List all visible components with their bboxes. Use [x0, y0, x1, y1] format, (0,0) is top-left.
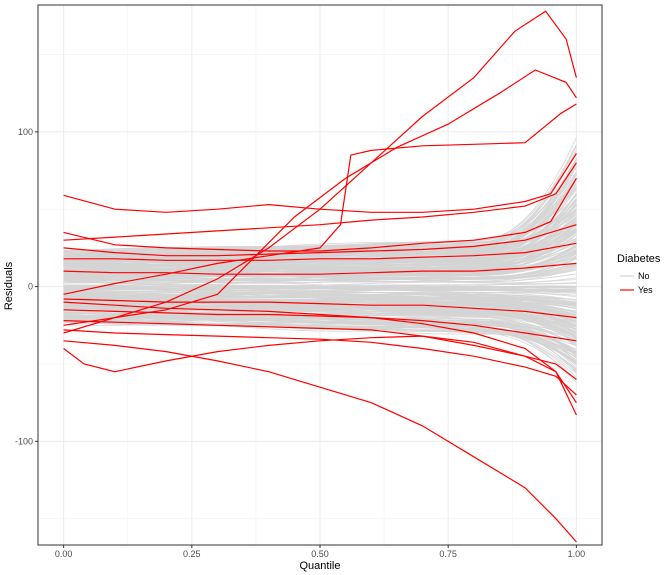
legend-label-no: No [638, 271, 650, 281]
series-no-line [63, 239, 577, 272]
series-no-line [63, 293, 577, 303]
series-no-line [63, 223, 577, 268]
series-yes-line [63, 340, 577, 543]
x-tick-label: 0.75 [439, 549, 457, 559]
y-tick-label: 100 [18, 127, 33, 137]
series-no-line [63, 302, 577, 322]
series-no-line [63, 296, 577, 318]
series-no-line [63, 285, 577, 293]
x-tick-label: 1.00 [568, 549, 586, 559]
series-yes-line [63, 298, 577, 319]
series-no-line [63, 288, 577, 298]
series-no-line [63, 316, 577, 353]
series-no-line [63, 286, 577, 289]
x-tick-label: 0.00 [55, 549, 73, 559]
series-yes-line [63, 320, 577, 380]
series-yes-line [63, 262, 577, 275]
series-no-line [63, 282, 577, 286]
series-no-line [63, 205, 577, 264]
legend-label-yes: Yes [638, 285, 653, 295]
x-tick-label: 0.50 [311, 549, 329, 559]
series-no-line [63, 306, 577, 340]
x-axis-ticks: 0.00 0.25 0.50 0.75 1.00 [55, 545, 585, 559]
series-yes-line [63, 301, 577, 416]
series-yes-group [63, 10, 577, 543]
series-no-line [63, 308, 577, 337]
y-axis-title: Residuals [3, 261, 15, 310]
series-no-line [63, 258, 577, 282]
series-yes-line [63, 242, 577, 261]
series-no-line [63, 296, 577, 315]
series-yes-line [63, 329, 577, 396]
x-tick-label: 0.25 [183, 549, 201, 559]
series-yes-line [63, 69, 577, 326]
series-no-line [63, 316, 577, 378]
series-yes-line [63, 309, 577, 342]
series-yes-line [63, 162, 577, 241]
legend: Diabetes No Yes [617, 253, 661, 295]
series-yes-line [63, 177, 577, 252]
series-no-line [63, 266, 577, 284]
series-yes-line [63, 224, 577, 257]
series-no-line [63, 180, 577, 260]
series-no-line [63, 315, 577, 361]
series-yes-line [63, 153, 577, 213]
series-yes-line [63, 335, 577, 404]
y-tick-label: -100 [15, 436, 33, 446]
series-no-line [63, 313, 577, 353]
series-no-line [63, 228, 577, 265]
x-axis-title: Quantile [300, 560, 341, 572]
series-no-line [63, 210, 577, 261]
series-no-line [63, 246, 577, 277]
series-no-line [63, 311, 577, 365]
series-no-line [63, 215, 577, 271]
series-no-line [63, 215, 577, 269]
series-no-line [63, 240, 577, 273]
y-axis-ticks: -100 0 100 [15, 127, 38, 446]
series-no-line [63, 268, 577, 284]
legend-title: Diabetes [617, 253, 661, 265]
series-no-line [63, 318, 577, 374]
y-tick-label: 0 [28, 282, 33, 292]
